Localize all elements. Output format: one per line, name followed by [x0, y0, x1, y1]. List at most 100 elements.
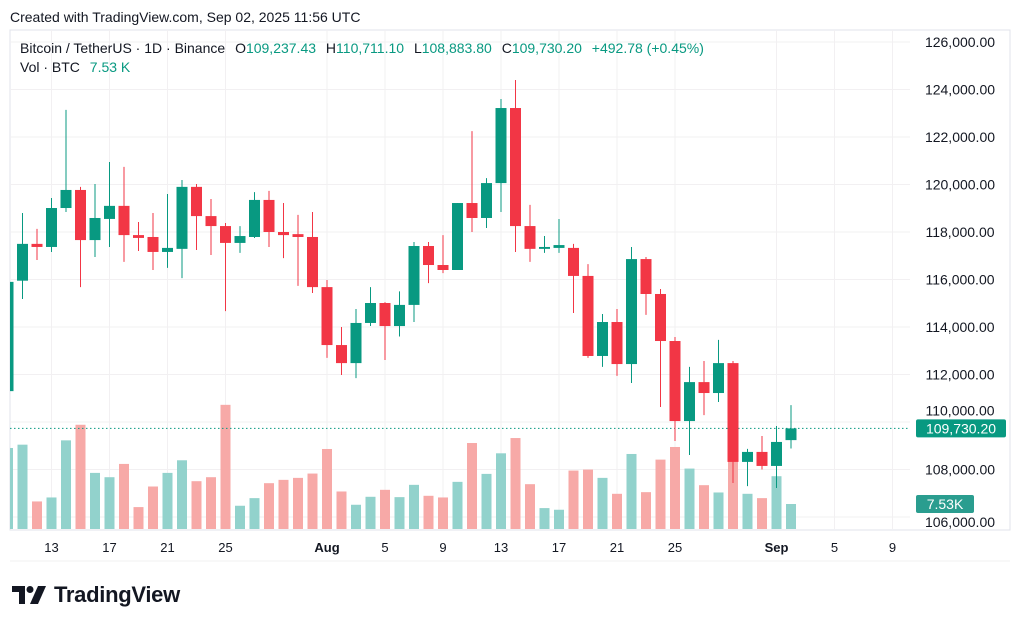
x-axis-tick-label: Aug	[314, 540, 339, 555]
candle-body	[350, 322, 362, 364]
y-axis-tick-label: 120,000.00	[925, 177, 995, 193]
candle-body	[234, 236, 246, 243]
volume-bar	[336, 491, 347, 529]
candle-body	[176, 186, 188, 249]
candle-body	[423, 246, 434, 266]
chart-legend: Bitcoin / TetherUS · 1D · Binance O109,2…	[20, 39, 704, 77]
candle-body	[162, 247, 173, 252]
volume-bar	[612, 493, 622, 529]
candle-body	[481, 183, 492, 218]
x-axis-tick-label: 25	[668, 540, 682, 555]
close-value: 109,730.20	[511, 40, 582, 56]
candle-body	[756, 451, 768, 466]
volume-bar	[757, 498, 767, 529]
candle-body	[336, 345, 347, 364]
candle-body	[466, 203, 478, 218]
volume-bar	[61, 440, 71, 529]
last-price-badge	[916, 419, 1006, 438]
candle-body	[10, 281, 14, 392]
candle-body	[510, 108, 521, 227]
ohlc-row: Bitcoin / TetherUS · 1D · Binance O109,2…	[20, 39, 704, 58]
symbol-title[interactable]: Bitcoin / TetherUS · 1D · Binance	[20, 40, 226, 56]
volume-bar	[771, 476, 782, 529]
candle-body	[147, 236, 159, 252]
volume-bar	[452, 481, 463, 529]
volume-bar	[293, 477, 303, 529]
candle-body	[191, 186, 202, 217]
volume-bar	[351, 504, 361, 529]
x-axis-tick-label: 5	[381, 540, 388, 555]
close-label: C	[501, 40, 512, 56]
candle-body	[104, 205, 115, 219]
candle-body	[684, 382, 695, 422]
volume-bar	[133, 507, 144, 529]
x-axis-tick-label: 25	[218, 540, 232, 555]
y-axis-tick-label: 108,000.00	[925, 462, 995, 478]
candle-body	[220, 226, 231, 243]
high-label: H	[325, 40, 337, 56]
open-label: O	[235, 40, 246, 56]
y-axis-tick-label: 114,000.00	[925, 319, 994, 335]
volume-bar	[626, 453, 637, 529]
x-axis-tick-label: 21	[160, 540, 174, 555]
candle-body	[118, 205, 130, 236]
volume-bar	[438, 497, 448, 529]
candle-body	[582, 275, 594, 356]
tradingview-logo[interactable]: TradingView	[12, 582, 180, 608]
x-axis-tick-label: 21	[610, 540, 624, 555]
y-axis-tick-label: 110,000.00	[925, 402, 994, 418]
volume-bar	[597, 477, 608, 529]
volume-value: 7.53 K	[89, 59, 131, 75]
volume-bar	[583, 469, 593, 529]
candle-body	[263, 199, 275, 232]
volume-label[interactable]: Vol · BTC	[20, 59, 80, 75]
volume-bar	[46, 497, 57, 529]
volume-bar	[119, 463, 129, 529]
volume-bar	[496, 453, 506, 529]
candle-body	[75, 189, 86, 241]
candle-body	[46, 208, 57, 247]
volume-bar	[713, 492, 724, 529]
volume-bar	[481, 473, 492, 529]
candle-body	[524, 226, 536, 249]
volume-bar	[699, 485, 709, 529]
volume-bar	[525, 484, 535, 529]
volume-bar	[510, 438, 521, 529]
volume-bar	[206, 477, 216, 529]
volume-bar	[554, 509, 564, 529]
volume-bar	[162, 472, 173, 529]
x-axis-tick-label: 17	[102, 540, 116, 555]
candle-body	[669, 341, 681, 422]
volume-bar	[641, 492, 651, 529]
candle-body	[597, 322, 608, 356]
y-axis-tick-label: 106,000.00	[925, 514, 995, 530]
volume-bar	[786, 504, 796, 529]
candle-body	[321, 287, 333, 346]
x-axis-tick-label: Sep	[765, 540, 789, 555]
volume-bar	[249, 498, 260, 529]
candle-body	[205, 216, 217, 227]
volume-bar	[409, 484, 419, 529]
low-label: L	[413, 40, 422, 56]
volume-bar	[380, 489, 390, 529]
y-axis-tick-label: 124,000.00	[925, 82, 995, 98]
candle-body	[727, 363, 739, 462]
y-axis-tick-label: 126,000.00	[925, 34, 995, 50]
x-axis-tick-label: 13	[494, 540, 508, 555]
volume-bar	[278, 479, 289, 529]
volume-bar	[728, 455, 738, 529]
candle-body	[698, 382, 710, 394]
x-axis-tick-label: 17	[552, 540, 566, 555]
volume-bar	[684, 468, 695, 529]
candle-body	[568, 247, 579, 276]
brand-name: TradingView	[54, 582, 180, 607]
volume-bar	[670, 446, 680, 529]
volume-bar	[191, 481, 202, 529]
candle-body	[408, 246, 420, 305]
candle-body	[307, 236, 318, 288]
plot-area	[10, 80, 910, 529]
volume-bar	[394, 497, 405, 529]
volume-bar	[32, 501, 42, 529]
candle-body	[611, 322, 623, 365]
